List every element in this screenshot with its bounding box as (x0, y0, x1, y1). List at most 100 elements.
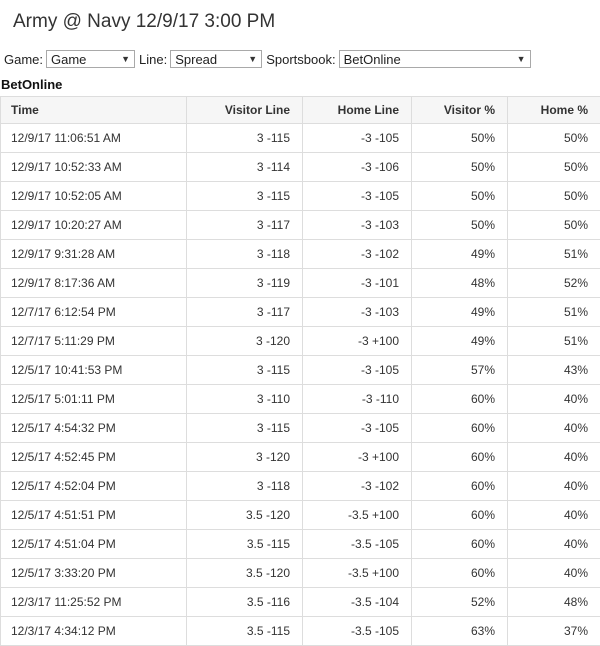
cell-home-line: -3 -102 (303, 240, 412, 269)
cell-time: 12/9/17 10:52:05 AM (1, 182, 187, 211)
cell-home-line: -3 -110 (303, 385, 412, 414)
column-header-home-line[interactable]: Home Line (303, 97, 412, 124)
cell-home-line: -3.5 -104 (303, 588, 412, 617)
cell-home-line: -3 +100 (303, 327, 412, 356)
cell-visitor-pct: 49% (412, 327, 508, 356)
cell-visitor-line: 3 -117 (187, 298, 303, 327)
cell-visitor-pct: 50% (412, 211, 508, 240)
cell-home-pct: 50% (508, 153, 600, 182)
cell-time: 12/5/17 4:51:04 PM (1, 530, 187, 559)
cell-time: 12/5/17 4:54:32 PM (1, 414, 187, 443)
cell-visitor-line: 3.5 -115 (187, 617, 303, 646)
cell-visitor-line: 3 -115 (187, 356, 303, 385)
cell-home-line: -3 -105 (303, 356, 412, 385)
cell-time: 12/9/17 8:17:36 AM (1, 269, 187, 298)
line-select-value: Spread (175, 52, 217, 67)
cell-time: 12/9/17 11:06:51 AM (1, 124, 187, 153)
cell-visitor-line: 3.5 -120 (187, 501, 303, 530)
cell-visitor-line: 3.5 -120 (187, 559, 303, 588)
cell-home-pct: 40% (508, 472, 600, 501)
page-title: Army @ Navy 12/9/17 3:00 PM (0, 0, 600, 44)
cell-visitor-pct: 60% (412, 385, 508, 414)
cell-visitor-line: 3 -115 (187, 182, 303, 211)
cell-visitor-pct: 50% (412, 124, 508, 153)
cell-home-line: -3 -103 (303, 298, 412, 327)
cell-home-pct: 52% (508, 269, 600, 298)
cell-visitor-line: 3.5 -116 (187, 588, 303, 617)
cell-visitor-pct: 60% (412, 414, 508, 443)
column-header-visitor-pct[interactable]: Visitor % (412, 97, 508, 124)
cell-home-pct: 43% (508, 356, 600, 385)
sportsbook-label: Sportsbook: (266, 52, 335, 67)
cell-home-line: -3 -105 (303, 124, 412, 153)
cell-time: 12/5/17 10:41:53 PM (1, 356, 187, 385)
cell-home-pct: 40% (508, 443, 600, 472)
cell-home-pct: 51% (508, 298, 600, 327)
cell-visitor-pct: 52% (412, 588, 508, 617)
sportsbook-select[interactable]: BetOnline ▼ (339, 50, 531, 68)
filter-bar: Game: Game ▼ Line: Spread ▼ Sportsbook: … (0, 44, 600, 74)
cell-home-line: -3.5 -105 (303, 530, 412, 559)
cell-home-line: -3.5 +100 (303, 559, 412, 588)
column-header-time[interactable]: Time (1, 97, 187, 124)
cell-visitor-line: 3 -115 (187, 414, 303, 443)
cell-home-line: -3 -105 (303, 414, 412, 443)
cell-visitor-line: 3 -120 (187, 443, 303, 472)
cell-home-line: -3 -106 (303, 153, 412, 182)
cell-home-pct: 40% (508, 559, 600, 588)
cell-home-pct: 40% (508, 385, 600, 414)
cell-visitor-line: 3 -118 (187, 240, 303, 269)
line-label: Line: (139, 52, 167, 67)
cell-home-line: -3 -105 (303, 182, 412, 211)
cell-home-pct: 50% (508, 211, 600, 240)
cell-visitor-pct: 49% (412, 298, 508, 327)
game-select[interactable]: Game ▼ (46, 50, 135, 68)
cell-visitor-line: 3.5 -115 (187, 530, 303, 559)
line-select[interactable]: Spread ▼ (170, 50, 262, 68)
cell-time: 12/5/17 3:33:20 PM (1, 559, 187, 588)
cell-time: 12/3/17 4:34:12 PM (1, 617, 187, 646)
cell-home-line: -3 -103 (303, 211, 412, 240)
game-label: Game: (4, 52, 43, 67)
game-select-value: Game (51, 52, 86, 67)
cell-home-line: -3.5 -105 (303, 617, 412, 646)
cell-time: 12/9/17 9:31:28 AM (1, 240, 187, 269)
cell-visitor-line: 3 -120 (187, 327, 303, 356)
cell-visitor-pct: 60% (412, 530, 508, 559)
column-header-visitor-line[interactable]: Visitor Line (187, 97, 303, 124)
cell-visitor-pct: 49% (412, 240, 508, 269)
cell-time: 12/5/17 4:52:04 PM (1, 472, 187, 501)
cell-home-pct: 50% (508, 124, 600, 153)
cell-visitor-pct: 60% (412, 559, 508, 588)
cell-visitor-pct: 57% (412, 356, 508, 385)
cell-time: 12/9/17 10:52:33 AM (1, 153, 187, 182)
chevron-down-icon: ▼ (248, 54, 257, 64)
line-history-table: Time Visitor Line Home Line Visitor % Ho… (0, 96, 600, 646)
chevron-down-icon: ▼ (517, 54, 526, 64)
cell-home-pct: 50% (508, 182, 600, 211)
cell-time: 12/7/17 5:11:29 PM (1, 327, 187, 356)
cell-home-line: -3 -102 (303, 472, 412, 501)
column-header-home-pct[interactable]: Home % (508, 97, 600, 124)
cell-visitor-line: 3 -119 (187, 269, 303, 298)
cell-visitor-line: 3 -114 (187, 153, 303, 182)
cell-visitor-pct: 50% (412, 182, 508, 211)
sportsbook-select-value: BetOnline (344, 52, 401, 67)
cell-time: 12/3/17 11:25:52 PM (1, 588, 187, 617)
cell-visitor-pct: 60% (412, 472, 508, 501)
cell-visitor-pct: 48% (412, 269, 508, 298)
